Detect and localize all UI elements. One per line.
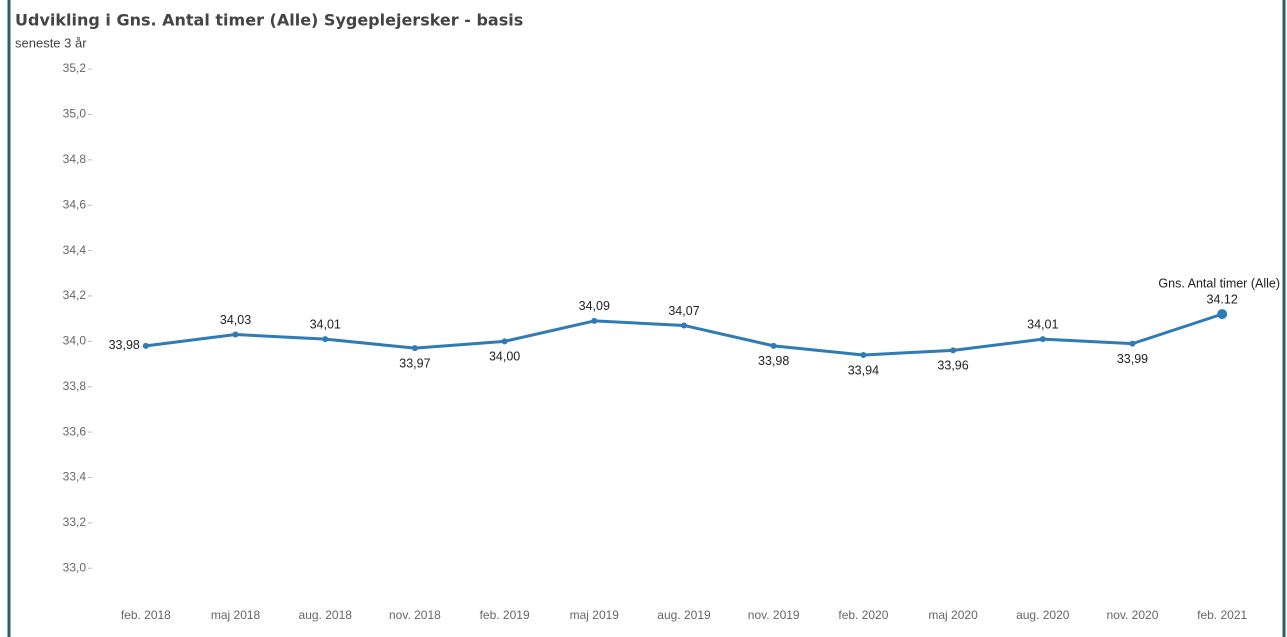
x-tick-label: nov. 2019 bbox=[748, 608, 800, 622]
data-label: 34,01 bbox=[310, 317, 341, 331]
y-tick-label: 35,0 bbox=[63, 107, 87, 121]
x-tick-label: maj 2018 bbox=[211, 608, 261, 622]
y-tick-label: 33,4 bbox=[63, 470, 87, 484]
y-tick-label: 35,2 bbox=[63, 61, 87, 75]
data-label: 34,09 bbox=[579, 299, 610, 313]
data-label: 34,01 bbox=[1027, 317, 1058, 331]
point bbox=[950, 347, 957, 354]
point bbox=[411, 345, 418, 352]
y-tick-label: 34,6 bbox=[63, 197, 87, 211]
data-label: 33,96 bbox=[937, 359, 968, 373]
x-tick-label: nov. 2020 bbox=[1107, 608, 1159, 622]
data-label: 33,99 bbox=[1117, 352, 1148, 366]
y-tick-label: 34,0 bbox=[63, 334, 87, 348]
y-tick-label: 34,8 bbox=[63, 152, 87, 166]
x-tick-label: aug. 2018 bbox=[299, 608, 353, 622]
point bbox=[501, 338, 508, 345]
x-tick-label: feb. 2018 bbox=[121, 608, 171, 622]
point bbox=[1039, 336, 1046, 343]
data-label: 34,07 bbox=[668, 304, 699, 318]
chart-title: Udvikling i Gns. Antal timer (Alle) Syge… bbox=[15, 11, 523, 30]
point bbox=[1129, 340, 1136, 347]
point bbox=[681, 322, 687, 329]
x-tick-label: nov. 2018 bbox=[389, 608, 441, 622]
point bbox=[591, 317, 598, 324]
x-tick-label: maj 2019 bbox=[570, 608, 620, 622]
point bbox=[232, 331, 239, 338]
point bbox=[860, 351, 867, 358]
y-tick-label: 34,4 bbox=[63, 243, 87, 257]
x-tick-label: feb. 2021 bbox=[1197, 608, 1247, 622]
annotation: Gns. Antal timer (Alle) bbox=[1158, 276, 1280, 290]
y-tick-label: 33,8 bbox=[63, 379, 87, 393]
point bbox=[142, 342, 149, 349]
point bbox=[322, 336, 329, 343]
data-label: 33,94 bbox=[848, 363, 879, 377]
y-tick-label: 33,0 bbox=[63, 560, 87, 574]
y-tick-label: 33,6 bbox=[63, 424, 87, 438]
chart-subtitle: seneste 3 år bbox=[15, 35, 87, 50]
data-label: 33,98 bbox=[758, 354, 789, 368]
x-tick-label: feb. 2019 bbox=[480, 608, 530, 622]
y-tick-label: 34,2 bbox=[63, 288, 87, 302]
point bbox=[770, 342, 777, 349]
x-tick-label: feb. 2020 bbox=[838, 608, 888, 622]
data-label: 34,03 bbox=[220, 313, 251, 327]
x-tick-label: aug. 2019 bbox=[657, 608, 711, 622]
data-label: 34,00 bbox=[489, 350, 520, 364]
x-tick-label: maj 2020 bbox=[928, 608, 978, 622]
point bbox=[1217, 309, 1228, 320]
data-label: 33,98 bbox=[109, 338, 140, 352]
data-label: 33,97 bbox=[399, 356, 430, 370]
y-tick-label: 33,2 bbox=[63, 515, 87, 529]
x-tick-label: aug. 2020 bbox=[1016, 608, 1070, 622]
data-label: 34.12 bbox=[1207, 292, 1238, 306]
